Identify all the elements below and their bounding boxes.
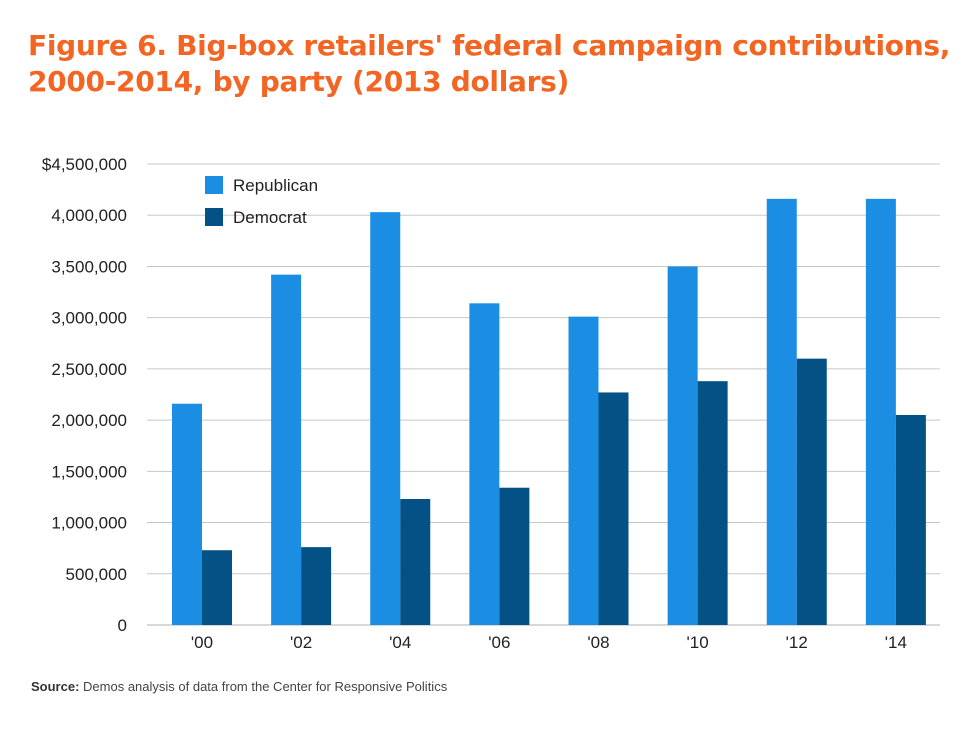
bar-republican <box>568 316 599 625</box>
y-axis-tick-labels: 0 500,000 1,000,000 1,500,000 2,000,000 2,500… <box>42 155 127 635</box>
bar-democrat <box>895 414 926 625</box>
source-label: Source: <box>31 679 80 694</box>
x-tick-label: '06 <box>488 633 510 652</box>
bar-democrat <box>301 547 332 625</box>
x-tick-label: '00 <box>191 633 213 652</box>
bar-democrat <box>400 498 431 625</box>
y-tick-label: 3,500,000 <box>51 257 127 276</box>
bar-democrat <box>499 487 530 625</box>
bar-democrat <box>796 358 827 625</box>
source-text: Demos analysis of data from the Center f… <box>83 679 448 694</box>
bar-democrat <box>598 392 629 625</box>
bar-democrat <box>697 381 728 625</box>
bar-republican <box>667 266 698 625</box>
x-axis-tick-labels: '00 '02 '04 '06 '08 '10 '12 '14 <box>191 633 907 652</box>
legend-swatch-republican <box>205 176 223 194</box>
legend-swatch-democrat <box>205 208 223 226</box>
chart-title: Figure 6. Big-box retailers' federal cam… <box>28 29 951 99</box>
bar-republican <box>469 303 500 625</box>
bar-republican <box>766 198 797 625</box>
y-tick-label: 0 <box>118 616 127 635</box>
bar-republican <box>172 403 202 625</box>
bar-republican <box>271 274 302 625</box>
bar-republican <box>865 198 896 625</box>
y-tick-label: 4,000,000 <box>51 206 127 225</box>
legend-label-republican: Republican <box>233 176 318 195</box>
y-tick-label: 3,000,000 <box>51 309 127 328</box>
y-tick-label: $4,500,000 <box>42 155 127 174</box>
legend-label-democrat: Democrat <box>233 208 307 227</box>
source-note: Source: Demos analysis of data from the … <box>31 679 447 694</box>
legend: Republican Democrat <box>205 176 318 227</box>
bar-democrat <box>202 550 232 625</box>
x-tick-label: '14 <box>885 633 907 652</box>
bar-republican <box>370 212 401 625</box>
y-tick-label: 2,500,000 <box>51 360 127 379</box>
y-tick-label: 2,000,000 <box>51 411 127 430</box>
y-tick-label: 1,000,000 <box>51 514 127 533</box>
bars <box>172 198 926 625</box>
y-tick-label: 1,500,000 <box>51 462 127 481</box>
x-tick-label: '10 <box>687 633 709 652</box>
x-tick-label: '04 <box>389 633 411 652</box>
x-tick-label: '08 <box>587 633 609 652</box>
y-tick-label: 500,000 <box>66 565 127 584</box>
x-tick-label: '02 <box>290 633 312 652</box>
x-tick-label: '12 <box>786 633 808 652</box>
